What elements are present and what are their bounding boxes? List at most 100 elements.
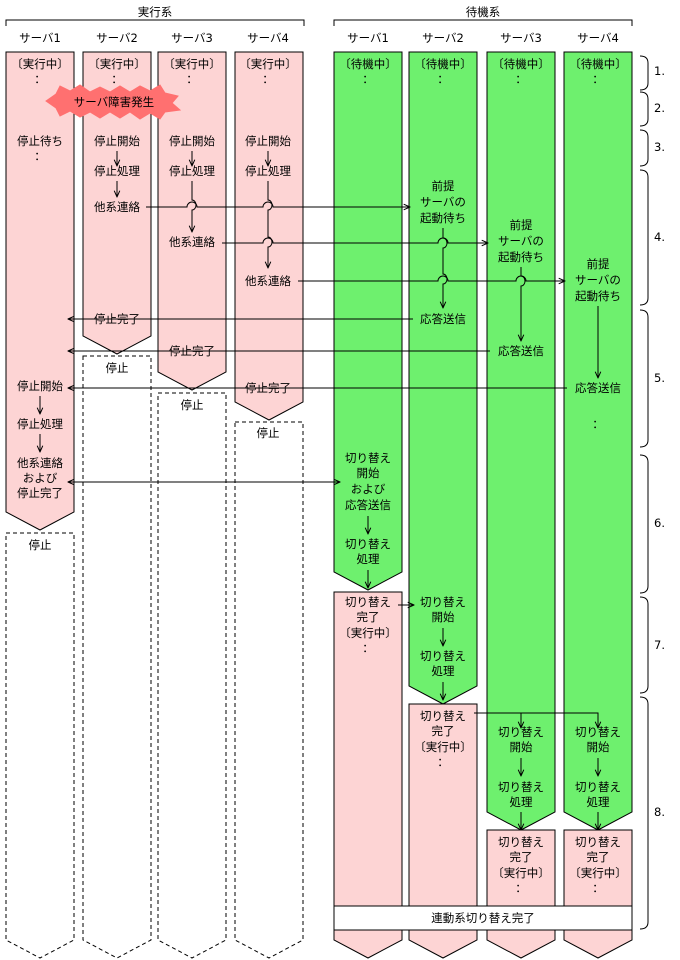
a1-notify-other: 他系連絡 (17, 456, 63, 470)
phase-label-1: 1. (654, 64, 665, 78)
s1-switch-complete-2: 完了 (357, 610, 380, 624)
a2-stop-process: 停止処理 (94, 164, 140, 178)
a1-stop-start: 停止開始 (17, 379, 63, 393)
s4-switch-process-1: 切り替え (575, 780, 621, 794)
s2-reply-send: 応答送信 (420, 312, 466, 326)
failure-burst-icon (45, 84, 182, 120)
s1-dots-2: ： (362, 641, 374, 655)
s4-startup-wait: 起動待ち (575, 289, 621, 303)
phase-label-4: 4. (654, 230, 665, 244)
s2-switch-process-1: 切り替え (420, 649, 466, 663)
column-header-standby-2: サーバ2 (422, 31, 464, 45)
s4-state-waiting: 〔待機中〕 (569, 57, 627, 71)
s3-dots: ： (515, 72, 527, 86)
s4-server-no: サーバの (575, 273, 621, 287)
phase-brackets (639, 55, 649, 930)
column-header-standby-4: サーバ4 (577, 31, 619, 45)
s3-state-waiting: 〔待機中〕 (492, 57, 550, 71)
s1-oyobi: および (351, 482, 386, 496)
column-header-active-1: サーバ1 (19, 31, 61, 45)
lane-active-4-running (234, 51, 304, 421)
s4-switch-process-2: 処理 (587, 795, 610, 809)
s2-state-waiting: 〔待機中〕 (414, 57, 472, 71)
s3-prereq: 前提 (510, 218, 533, 232)
arrow-a2-to-s2-notify (146, 201, 410, 207)
lane-active-3-stopped (157, 392, 227, 959)
s1-switch-process-1: 切り替え (345, 537, 391, 551)
s3-startup-wait: 起動待ち (498, 250, 544, 264)
arrow-a3-to-s3-notify (222, 237, 488, 243)
phase-label-2: 2. (654, 101, 665, 115)
s1-dots: ： (362, 72, 374, 86)
s3-switch-process-1: 切り替え (498, 780, 544, 794)
a3-state-running: 〔実行中〕 (163, 57, 221, 71)
a3-notify-other: 他系連絡 (169, 235, 215, 249)
failure-burst-text: サーバ障害発生 (74, 95, 154, 109)
a2-stop-start: 停止開始 (94, 134, 140, 148)
a2-notify-other: 他系連絡 (94, 200, 140, 214)
a2-dots: ： (111, 72, 123, 86)
a1-wait-stop: 停止待ち (17, 134, 63, 148)
phase-label-5: 5. (654, 371, 665, 385)
a3-stop-start: 停止開始 (169, 134, 215, 148)
arrow-a4-to-s4-notify (298, 275, 565, 281)
lane-standby-1-running (333, 591, 403, 959)
s1-switch-process-2: 処理 (357, 552, 380, 566)
s2-switch-start-2: 開始 (432, 610, 455, 624)
s2-switch-process-2: 処理 (432, 664, 455, 678)
s2-dots: ： (437, 72, 449, 86)
arrow-s2-to-s3-s4-switch (474, 712, 598, 728)
a2-stopped: 停止 (106, 361, 129, 375)
s1-switch-complete-1: 切り替え (345, 595, 391, 609)
s1-state-running: 〔実行中〕 (339, 626, 397, 640)
s2-switch-complete-1: 切り替え (420, 709, 466, 723)
column-header-active-4: サーバ4 (247, 31, 289, 45)
phase-label-3: 3. (654, 140, 665, 154)
a2-state-running: 〔実行中〕 (88, 57, 146, 71)
s1-reply-send: 応答送信 (345, 498, 391, 512)
a1-stop-complete: 停止完了 (17, 486, 63, 500)
group-header-active: 実行系 (5, 5, 305, 26)
s4-dots-2: ： (592, 417, 604, 431)
lane-standby-4-waiting (563, 51, 633, 831)
s4-dots-2: ： (592, 881, 604, 895)
a4-notify-other: 他系連絡 (245, 274, 291, 288)
s3-switch-process-2: 処理 (510, 795, 533, 809)
phase-label-6: 6. (654, 516, 665, 530)
lane-active-1-stopped (5, 532, 75, 959)
s4-switch-start-2: 開始 (587, 740, 610, 754)
s4-reply-send: 応答送信 (575, 381, 621, 395)
lane-active-4-stopped (234, 421, 304, 959)
s2-state-running: 〔実行中〕 (414, 740, 472, 754)
a1-dots: ： (34, 72, 46, 86)
s4-switch-start-1: 切り替え (575, 725, 621, 739)
s4-prereq: 前提 (587, 257, 610, 271)
s4-switch-complete-2: 完了 (587, 850, 610, 864)
s3-reply-send: 応答送信 (498, 344, 544, 358)
a4-stop-process: 停止処理 (245, 164, 291, 178)
lane-standby-3-waiting (486, 51, 556, 831)
linked-switch-complete-bar (333, 905, 633, 931)
s1-switch-start-1: 切り替え (345, 451, 391, 465)
s3-server-no: サーバの (498, 234, 544, 248)
s1-switch-start-2: 開始 (357, 466, 380, 480)
s3-switch-complete-2: 完了 (510, 850, 533, 864)
phase-label-8: 8. (654, 805, 665, 819)
column-header-active-2: サーバ2 (96, 31, 138, 45)
a1-state-running: 〔実行中〕 (11, 57, 69, 71)
a4-stopped: 停止 (257, 426, 280, 440)
lane-active-2-running (82, 51, 152, 355)
linked-switch-complete-text: 連動系切り替え完了 (431, 911, 535, 925)
a1-dots-2: ： (34, 149, 46, 163)
s3-switch-start-1: 切り替え (498, 725, 544, 739)
a3-dots: ： (186, 72, 198, 86)
phase-label-7: 7. (654, 638, 665, 652)
s2-switch-complete-2: 完了 (432, 724, 455, 738)
s2-server-no: サーバの (420, 195, 466, 209)
group-header-standby: 待機系 (333, 5, 633, 26)
lane-active-2-stopped (82, 355, 152, 959)
s2-startup-wait: 起動待ち (420, 211, 466, 225)
s4-dots: ： (592, 72, 604, 86)
lane-standby-2-running (408, 703, 478, 959)
